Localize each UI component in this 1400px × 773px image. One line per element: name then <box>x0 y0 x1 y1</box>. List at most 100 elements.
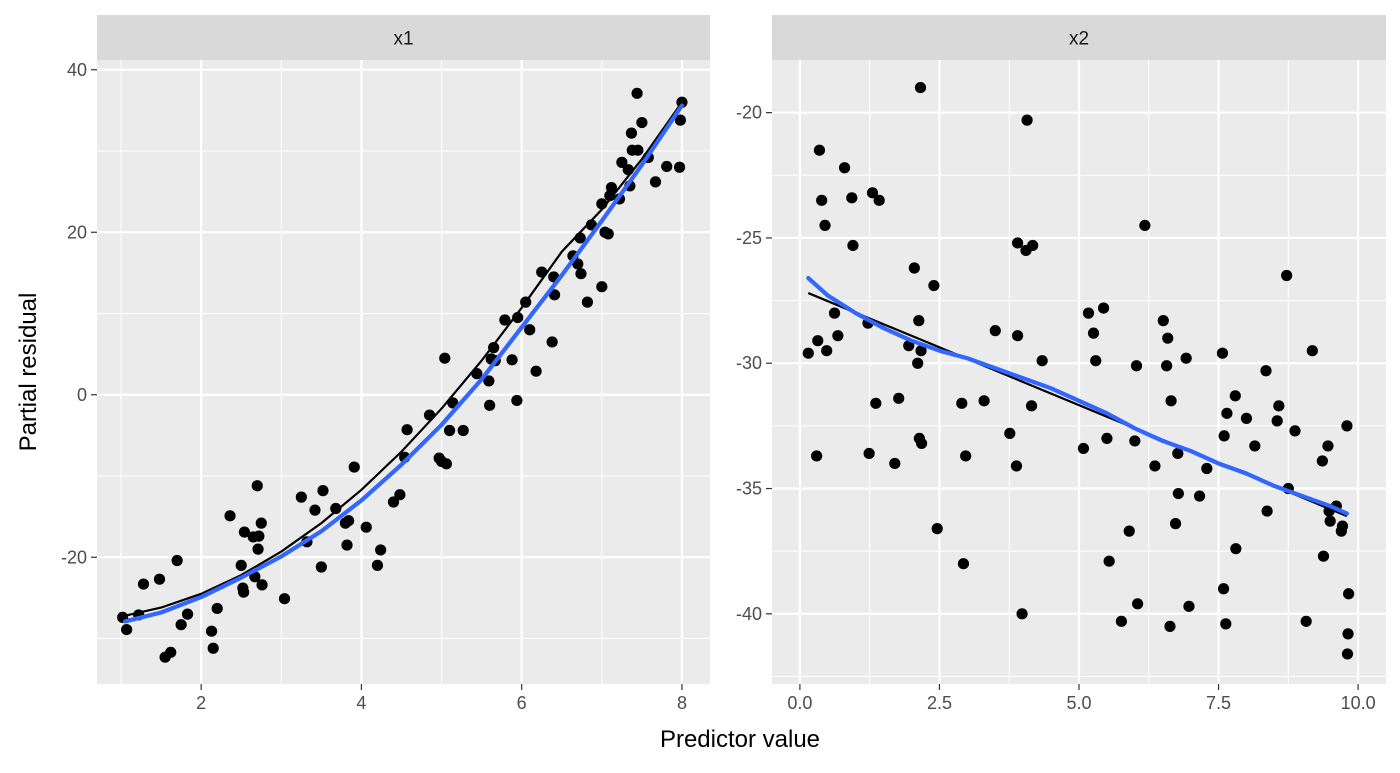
facet-strip <box>772 15 1386 60</box>
data-point <box>255 517 267 529</box>
data-point <box>171 554 183 567</box>
data-point <box>1193 490 1206 502</box>
y-axis: -20 0 20 40 <box>61 60 97 567</box>
data-points <box>802 81 1355 660</box>
data-point <box>330 502 342 515</box>
y-tick-label: -35 <box>736 479 762 499</box>
facet-strip <box>97 15 710 60</box>
x-tick-label: 8 <box>677 693 687 713</box>
x-tick-label: 10.0 <box>1341 693 1376 713</box>
data-point <box>873 194 885 206</box>
data-point <box>1260 365 1272 377</box>
data-point <box>575 268 587 280</box>
data-point <box>847 239 859 252</box>
data-point <box>278 593 291 605</box>
data-point <box>1025 400 1038 412</box>
data-point <box>317 485 329 497</box>
data-point <box>816 194 828 206</box>
y-tick-label: 0 <box>77 385 87 405</box>
data-point <box>1216 347 1229 359</box>
data-point <box>394 489 406 501</box>
data-point <box>1010 460 1023 472</box>
x-tick-label: 4 <box>356 693 366 713</box>
data-point <box>1317 550 1330 562</box>
data-point <box>1336 520 1349 532</box>
data-point <box>1004 427 1016 439</box>
y-tick-label: 20 <box>67 222 87 242</box>
data-point <box>1164 620 1176 632</box>
data-point <box>1306 345 1318 357</box>
data-point <box>1289 425 1301 437</box>
data-point <box>931 523 943 535</box>
facet-label: x2 <box>1069 29 1089 50</box>
data-point <box>205 625 218 637</box>
data-point <box>153 573 166 585</box>
data-point <box>846 192 858 204</box>
x-axis: 2 4 6 8 <box>196 684 687 713</box>
data-point <box>1132 598 1144 610</box>
data-point <box>616 156 628 168</box>
data-point <box>1172 487 1184 500</box>
data-point <box>674 114 686 126</box>
data-point <box>371 559 384 571</box>
data-point <box>253 530 265 542</box>
data-point <box>401 424 413 436</box>
data-point <box>256 579 268 591</box>
facet-panel-x1: x1 2 4 6 8 -20 0 20 40 <box>61 15 710 713</box>
x-tick-label: 5.0 <box>1066 693 1091 713</box>
data-point <box>1161 360 1173 372</box>
data-point <box>978 395 990 407</box>
data-point <box>252 543 264 555</box>
data-point <box>1217 583 1230 595</box>
data-point <box>1218 430 1230 442</box>
data-point <box>870 397 882 409</box>
data-point <box>309 504 321 516</box>
data-point <box>1103 555 1115 567</box>
data-point <box>812 335 824 347</box>
data-point <box>1012 237 1024 249</box>
data-point <box>440 458 452 470</box>
data-point <box>1169 518 1182 530</box>
data-point <box>1021 114 1033 126</box>
data-point <box>1130 360 1143 372</box>
data-point <box>1016 608 1028 620</box>
data-point <box>912 357 924 369</box>
data-point <box>1180 352 1192 364</box>
y-tick-label: -20 <box>736 103 762 123</box>
data-point <box>443 424 456 437</box>
y-tick-label: -25 <box>736 228 762 248</box>
data-point <box>439 352 451 364</box>
data-point <box>1027 239 1039 252</box>
data-point <box>832 330 844 342</box>
data-point <box>137 578 150 590</box>
data-point <box>661 160 673 173</box>
data-point <box>548 289 561 301</box>
y-tick-label: -30 <box>736 353 762 373</box>
gridlines <box>772 60 1386 684</box>
data-point <box>602 228 614 240</box>
data-point <box>1316 455 1328 467</box>
data-point <box>341 539 353 551</box>
x-tick-label: 2 <box>196 693 206 713</box>
data-point <box>673 161 686 173</box>
data-point <box>1165 395 1177 407</box>
data-point <box>1077 442 1090 455</box>
data-point <box>1341 648 1354 660</box>
data-point <box>251 480 263 492</box>
data-point <box>1300 615 1312 627</box>
data-point <box>175 619 187 631</box>
x-tick-label: 0.0 <box>787 693 812 713</box>
data-point <box>928 279 940 292</box>
data-point <box>375 544 387 556</box>
y-axis: -40 -35 -30 -25 -20 <box>736 103 772 624</box>
data-point <box>632 144 644 156</box>
data-point <box>524 324 536 336</box>
data-point <box>1129 435 1141 447</box>
data-point <box>631 87 643 99</box>
data-point <box>1220 618 1232 630</box>
data-point <box>1324 515 1336 527</box>
data-point <box>1090 355 1102 367</box>
data-point <box>483 375 495 387</box>
data-point <box>1240 412 1253 424</box>
